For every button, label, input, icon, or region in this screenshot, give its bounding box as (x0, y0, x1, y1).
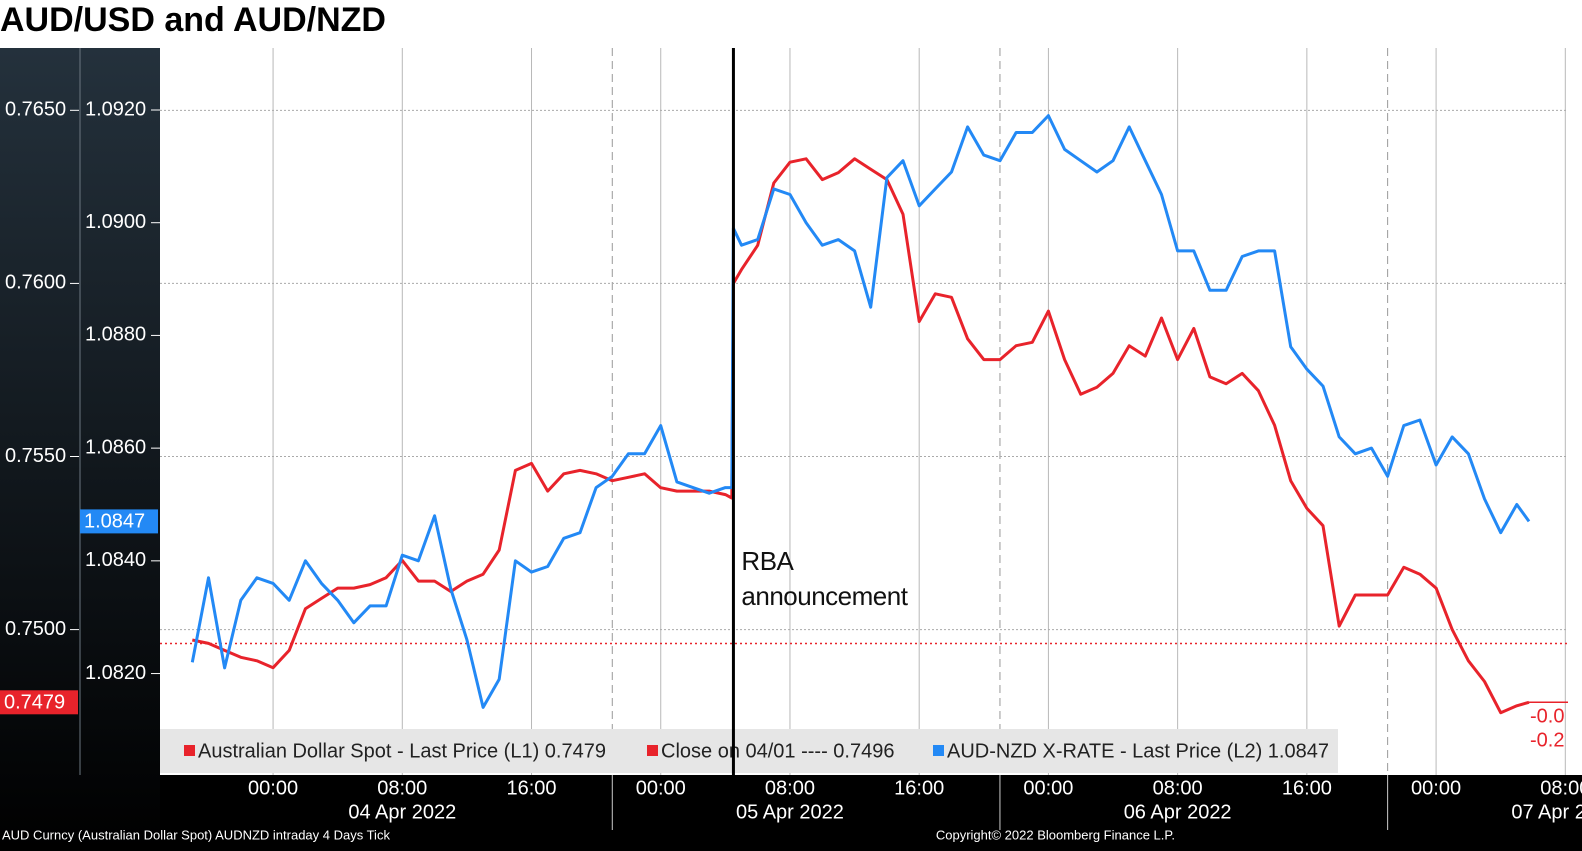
x-tick-label: 08:00 (1540, 777, 1582, 799)
y2-tick-label: 1.0880 (85, 324, 146, 346)
plot-area (160, 48, 1582, 775)
chart-title: AUD/USD and AUD/NZD (0, 1, 386, 39)
y2-tick-label: 1.0840 (85, 549, 146, 571)
legend-marker (184, 745, 195, 756)
x-axis-panel (160, 775, 1582, 851)
last-price-label: 1.0847 (84, 511, 145, 533)
legend-marker (647, 745, 658, 756)
series-line (191, 157, 1530, 715)
x-tick-label: 00:00 (1023, 777, 1073, 799)
last-price-tag (0, 690, 78, 715)
x-tick-label: 00:00 (248, 777, 298, 799)
x-tick-label: 08:00 (765, 777, 815, 799)
footer-right: Copyright© 2022 Bloomberg Finance L.P. (936, 827, 1175, 842)
change-label: -0.0 (1530, 705, 1564, 727)
x-date-label: 05 Apr 2022 (736, 801, 844, 823)
change-label: -0.2 (1530, 729, 1564, 751)
x-tick-label: 16:00 (506, 777, 556, 799)
x-date-label: 06 Apr 2022 (1124, 801, 1232, 823)
legend-label: Close on 04/01 ---- 0.7496 (661, 740, 894, 762)
y2-tick-label: 1.0820 (85, 662, 146, 684)
last-price-label: 0.7479 (4, 692, 65, 714)
y-tick-label: 0.7500 (5, 618, 66, 640)
last-price-tag (80, 509, 158, 534)
y2-tick-label: 1.0900 (85, 211, 146, 233)
x-tick-label: 08:00 (1153, 777, 1203, 799)
legend-marker (933, 745, 944, 756)
y2-tick-label: 1.0920 (85, 98, 146, 120)
x-date-label: 07 Apr 2022 (1511, 801, 1582, 823)
series-line (190, 114, 1531, 709)
y-tick-label: 0.7600 (5, 272, 66, 294)
legend-label: Australian Dollar Spot - Last Price (L1)… (198, 740, 606, 762)
annotation-text: RBA (741, 546, 794, 576)
title-bar (0, 0, 1582, 48)
x-tick-label: 16:00 (1282, 777, 1332, 799)
x-tick-label: 00:00 (636, 777, 686, 799)
legend-label: AUD-NZD X-RATE - Last Price (L2) 1.0847 (947, 740, 1329, 762)
y-tick-label: 0.7550 (5, 445, 66, 467)
x-tick-label: 00:00 (1411, 777, 1461, 799)
x-tick-label: 08:00 (377, 777, 427, 799)
x-tick-label: 16:00 (894, 777, 944, 799)
annotation-text: announcement (741, 581, 908, 611)
legend-box (160, 729, 1338, 773)
footer-left: AUD Curncy (Australian Dollar Spot) AUDN… (2, 827, 390, 842)
x-date-label: 04 Apr 2022 (348, 801, 456, 823)
y2-tick-label: 1.0860 (85, 436, 146, 458)
y-tick-label: 0.7650 (5, 99, 66, 121)
